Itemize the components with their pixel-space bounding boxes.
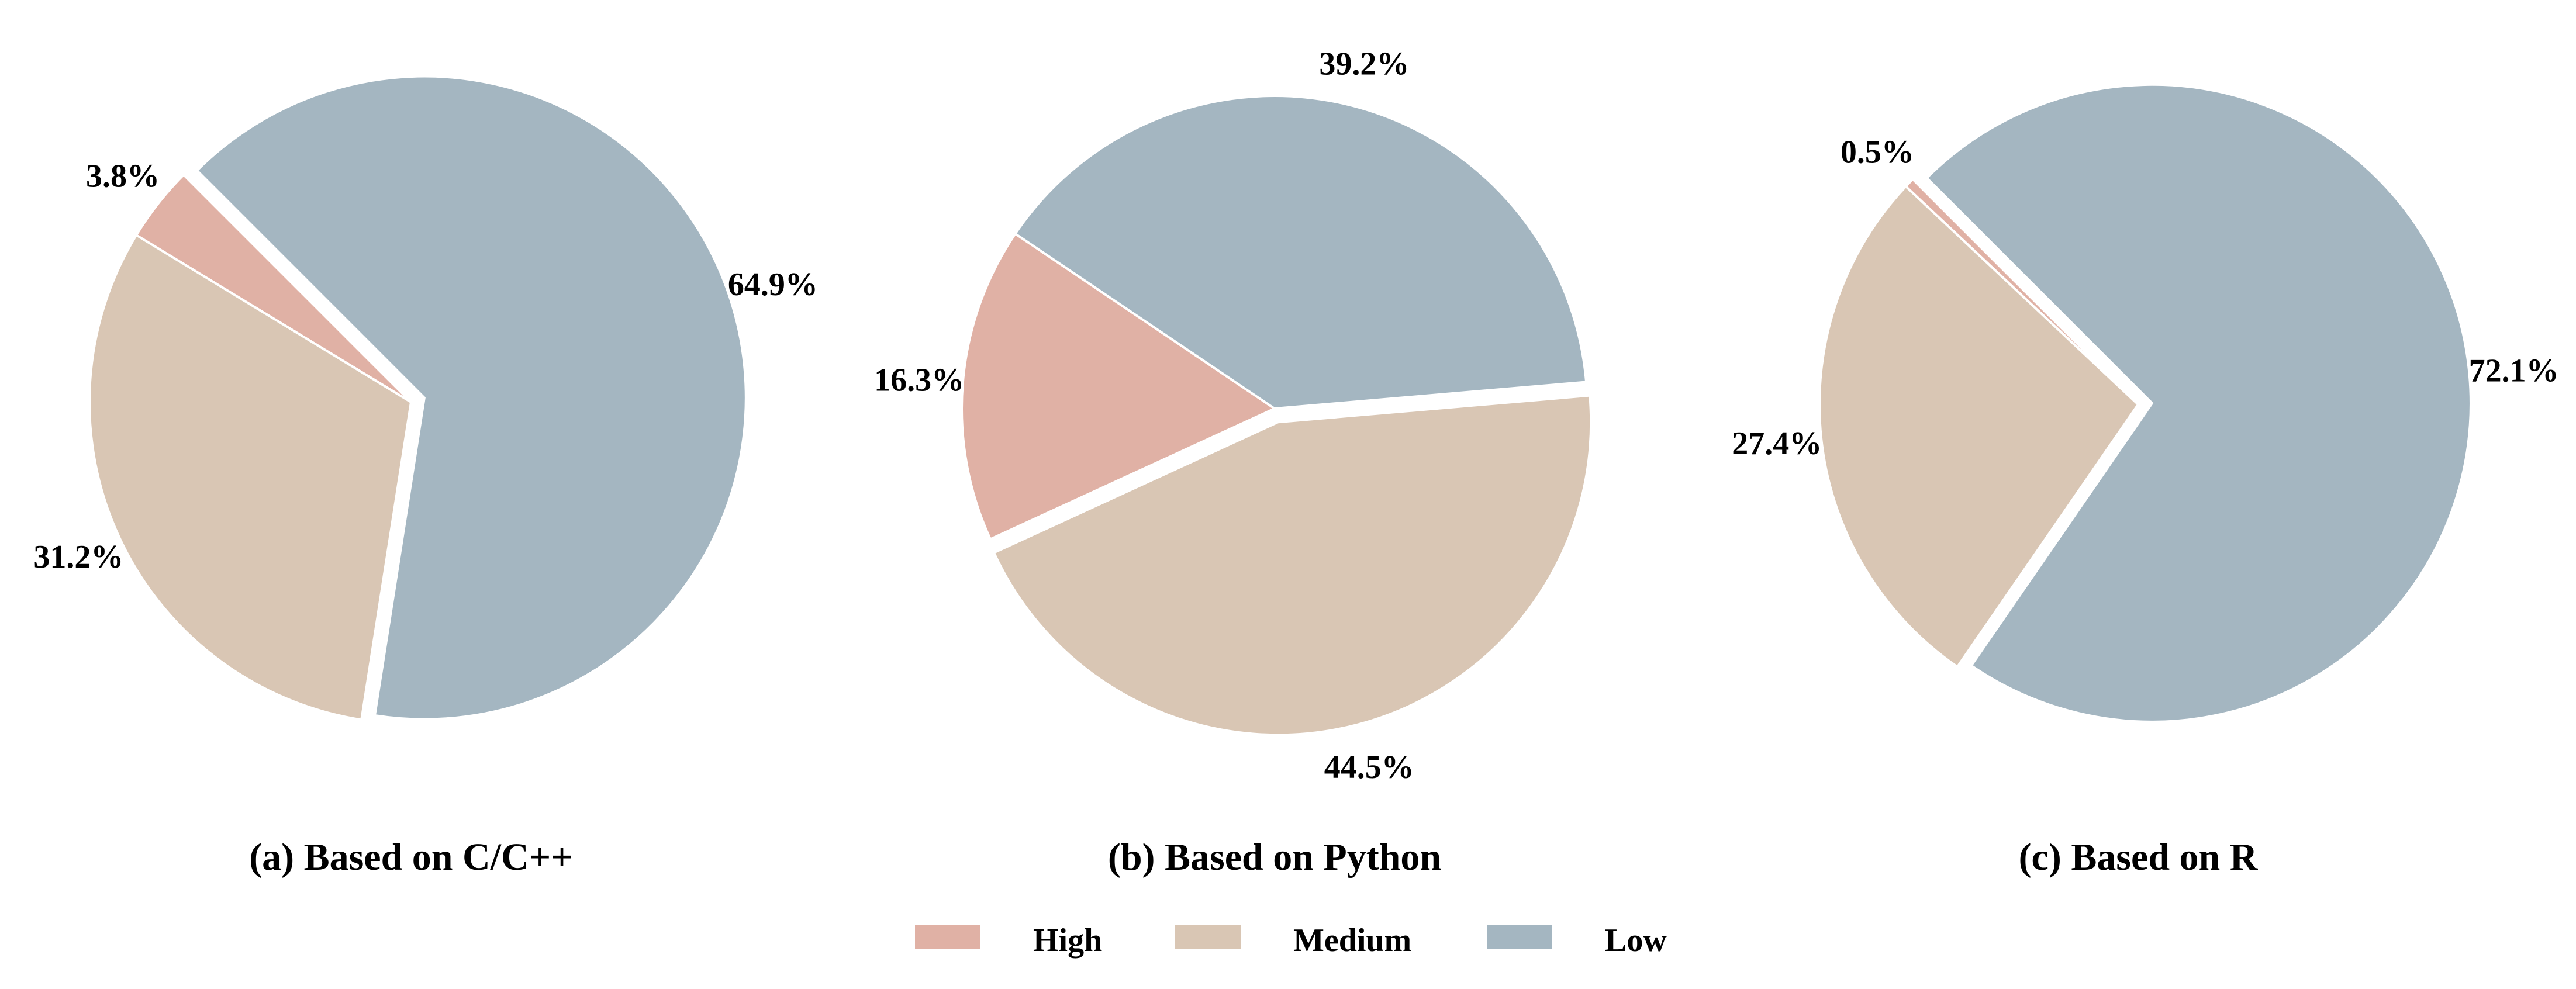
pie-c-label-medium: 27.4% (1732, 426, 1822, 462)
pie-c-slice-low (1925, 83, 2472, 723)
pie-c-label-high: 0.5% (1841, 134, 1914, 171)
pie-chart-b: 16.3% 44.5% 39.2% (874, 46, 1593, 786)
pie-b-label-low: 39.2% (1319, 46, 1409, 82)
pie-chart-a: 3.8% 31.2% 64.9% (33, 75, 818, 721)
pie-chart-c: 0.5% 27.4% 72.1% (1732, 83, 2559, 723)
pie-c-slice-medium (1818, 185, 2140, 669)
pie-a-label-low: 64.9% (728, 267, 818, 303)
pie-b-slice-medium (992, 394, 1593, 736)
pie-b-label-high: 16.3% (874, 362, 964, 398)
chart-b-caption: (b) Based on Python (1108, 836, 1441, 879)
legend-label-medium: Medium (1293, 922, 1411, 959)
pie-a-slice-low (195, 75, 747, 721)
chart-c-caption: (c) Based on R (2019, 836, 2259, 879)
legend-label-high: High (1033, 922, 1102, 959)
pie-a-label-high: 3.8% (86, 158, 160, 195)
legend: High Medium Low (915, 922, 1667, 959)
legend-label-low: Low (1605, 922, 1667, 959)
chart-a-caption: (a) Based on C/C++ (249, 836, 573, 879)
pie-b-label-medium: 44.5% (1324, 749, 1414, 786)
legend-swatch-low (1487, 925, 1552, 949)
pie-b-slice-high (961, 232, 1277, 541)
legend-swatch-high (915, 925, 980, 949)
pie-c-label-low: 72.1% (2469, 352, 2559, 389)
pie-a-label-medium: 31.2% (33, 539, 123, 575)
pie-a-slice-medium (88, 233, 413, 721)
pie-b-slice-low (1013, 95, 1588, 410)
legend-swatch-medium (1175, 925, 1241, 949)
